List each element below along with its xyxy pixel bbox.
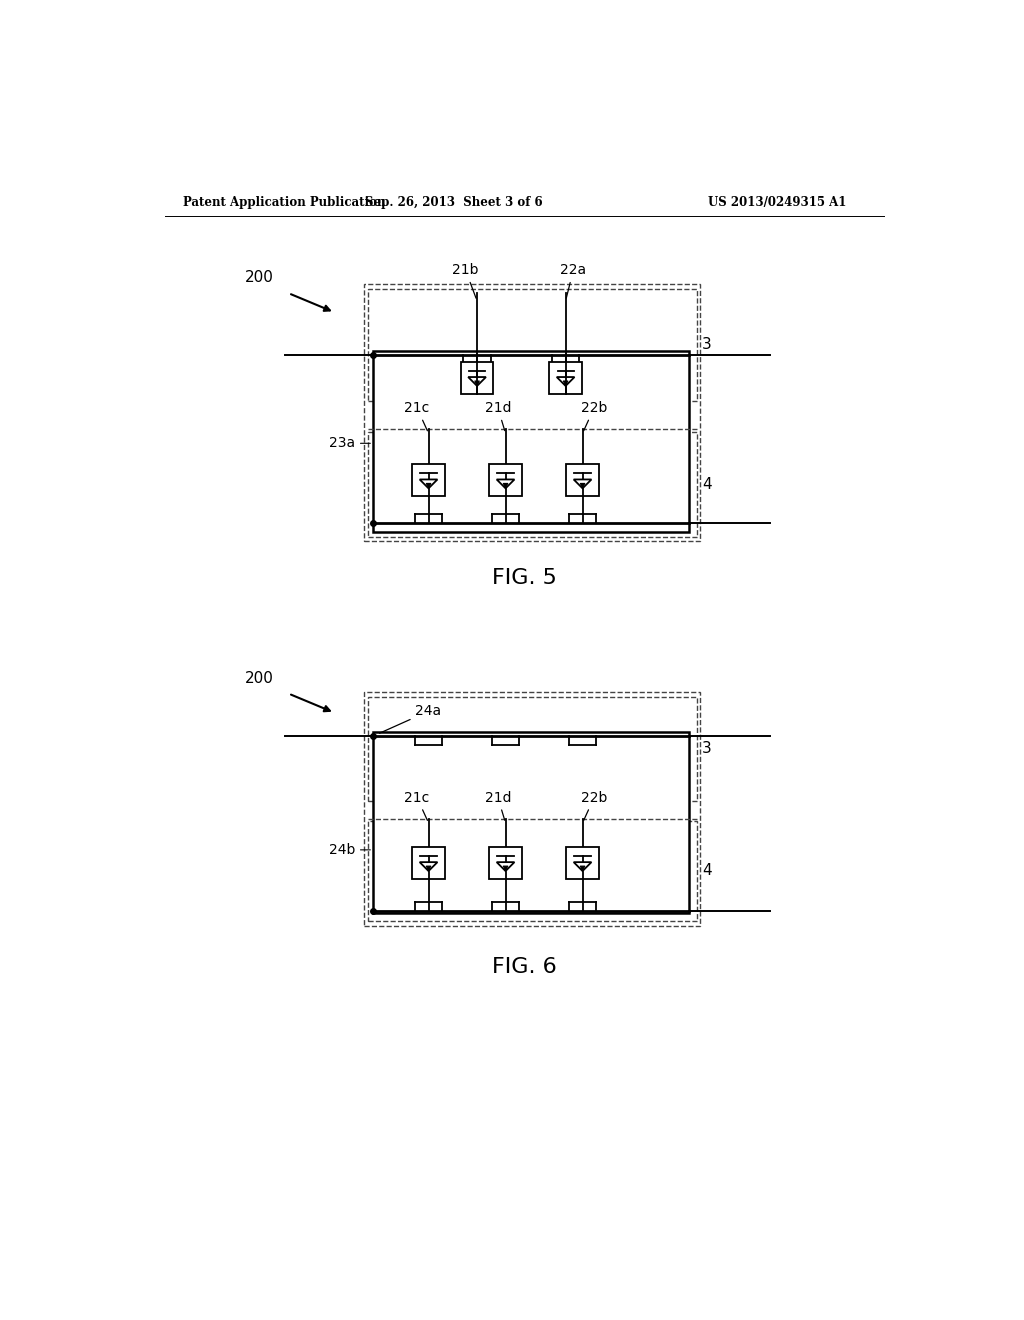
Text: 22b: 22b xyxy=(581,401,607,430)
Text: FIG. 5: FIG. 5 xyxy=(493,568,557,587)
Bar xyxy=(550,362,582,395)
Text: 4: 4 xyxy=(701,863,712,878)
Bar xyxy=(489,465,521,496)
Text: 22a: 22a xyxy=(560,263,587,298)
Bar xyxy=(373,351,689,532)
Bar xyxy=(489,847,521,879)
Text: 3: 3 xyxy=(701,337,712,352)
Text: US 2013/0249315 A1: US 2013/0249315 A1 xyxy=(708,195,847,209)
Bar xyxy=(413,847,444,879)
Text: 4: 4 xyxy=(701,477,712,491)
Text: 200: 200 xyxy=(245,671,273,685)
Text: 21d: 21d xyxy=(484,401,511,430)
Bar xyxy=(368,697,696,801)
Text: Patent Application Publication: Patent Application Publication xyxy=(183,195,385,209)
Bar xyxy=(373,733,689,913)
Text: 22b: 22b xyxy=(581,791,607,821)
Text: 24a: 24a xyxy=(380,705,441,733)
Text: 23a: 23a xyxy=(330,437,355,450)
Bar xyxy=(368,432,696,537)
Text: Sep. 26, 2013  Sheet 3 of 6: Sep. 26, 2013 Sheet 3 of 6 xyxy=(366,195,543,209)
Bar xyxy=(566,465,599,496)
Bar xyxy=(413,465,444,496)
Bar xyxy=(364,692,700,927)
Bar xyxy=(368,821,696,921)
Bar xyxy=(461,362,494,395)
Text: 21d: 21d xyxy=(484,791,511,820)
Text: 21c: 21c xyxy=(404,791,430,821)
Text: 24b: 24b xyxy=(329,843,355,857)
Text: 3: 3 xyxy=(701,742,712,756)
Bar xyxy=(566,847,599,879)
Text: FIG. 6: FIG. 6 xyxy=(493,957,557,977)
Bar xyxy=(368,289,696,401)
Text: 200: 200 xyxy=(245,271,273,285)
Text: 21c: 21c xyxy=(404,401,430,430)
Text: 21b: 21b xyxy=(453,263,479,298)
Bar xyxy=(364,284,700,541)
